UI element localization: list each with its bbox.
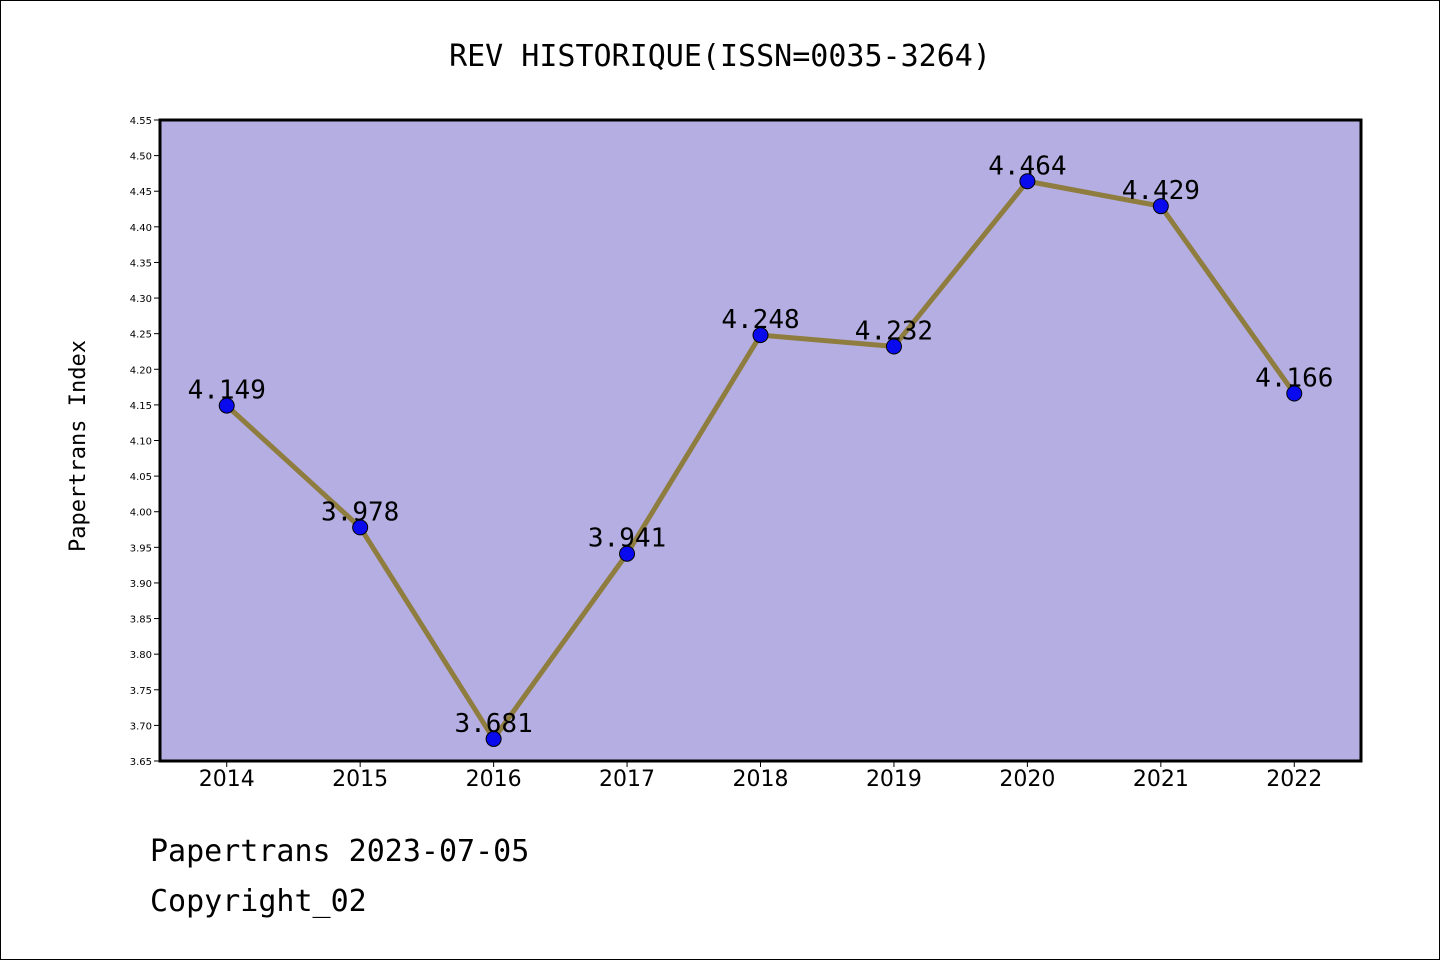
- y-tick-label: 4.40: [130, 223, 152, 234]
- y-axis-label: Papertrans Index: [66, 340, 91, 552]
- data-point-2015: [352, 519, 369, 536]
- y-tick-label: 4.30: [130, 294, 152, 305]
- data-point-2018: [752, 327, 769, 344]
- x-tick-label: 2020: [999, 767, 1055, 792]
- x-tick-label: 2022: [1266, 767, 1322, 792]
- data-label-2017: 3.941: [588, 524, 666, 554]
- x-tick-label: 2021: [1133, 767, 1189, 792]
- data-point-2016: [485, 730, 502, 747]
- y-tick-label: 4.10: [130, 437, 152, 448]
- y-tick-label: 4.05: [130, 472, 152, 483]
- y-tick-label: 3.80: [130, 650, 152, 661]
- data-label-2020: 4.464: [988, 151, 1066, 181]
- data-label-2018: 4.248: [721, 305, 799, 335]
- footer-copyright: Copyright_02: [150, 884, 367, 919]
- y-tick-label: 4.25: [130, 330, 152, 341]
- data-label-2021: 4.429: [1122, 176, 1200, 206]
- data-point-2019: [885, 338, 902, 355]
- x-tick-label: 2015: [332, 767, 388, 792]
- data-label-2015: 3.978: [321, 497, 399, 527]
- x-tick-label: 2014: [199, 767, 255, 792]
- y-tick-label: 3.95: [130, 543, 152, 554]
- y-tick-label: 4.50: [130, 152, 152, 163]
- chart-title: REV HISTORIQUE(ISSN=0035-3264): [449, 39, 991, 74]
- data-label-2014: 4.149: [188, 376, 266, 406]
- x-tick-label: 2017: [599, 767, 655, 792]
- x-tick-label: 2018: [733, 767, 789, 792]
- data-point-2014: [218, 397, 235, 414]
- y-tick-label: 4.35: [130, 258, 152, 269]
- data-point-2017: [619, 545, 636, 562]
- y-tick-label: 4.00: [130, 508, 152, 519]
- y-tick-label: 3.65: [130, 757, 152, 768]
- y-tick-label: 3.90: [130, 579, 152, 590]
- footer-source-date: Papertrans 2023-07-05: [150, 834, 530, 869]
- plot-area: 3.65 3.70 3.75 3.80 3.85 3.90 3.95 4.00 4.05 4.10…: [130, 116, 1363, 792]
- data-label-2022: 4.166: [1255, 363, 1333, 393]
- x-tick-label: 2016: [466, 767, 522, 792]
- plot-background: [160, 120, 1361, 761]
- data-point-2022: [1286, 385, 1303, 402]
- y-tick-label: 4.15: [130, 401, 152, 412]
- y-tick-label: 4.20: [130, 365, 152, 376]
- y-tick-label: 3.70: [130, 721, 152, 732]
- x-tick-label: 2019: [866, 767, 922, 792]
- y-tick-label: 4.55: [130, 116, 152, 127]
- y-tick-label: 3.75: [130, 686, 152, 697]
- data-label-2019: 4.232: [855, 316, 933, 346]
- plot-border: [158, 118, 1363, 763]
- data-label-2016: 3.681: [454, 709, 532, 739]
- y-tick-label: 4.45: [130, 187, 152, 198]
- y-tick-label: 3.85: [130, 615, 152, 626]
- data-point-2020: [1019, 173, 1036, 190]
- data-point-2021: [1152, 198, 1169, 215]
